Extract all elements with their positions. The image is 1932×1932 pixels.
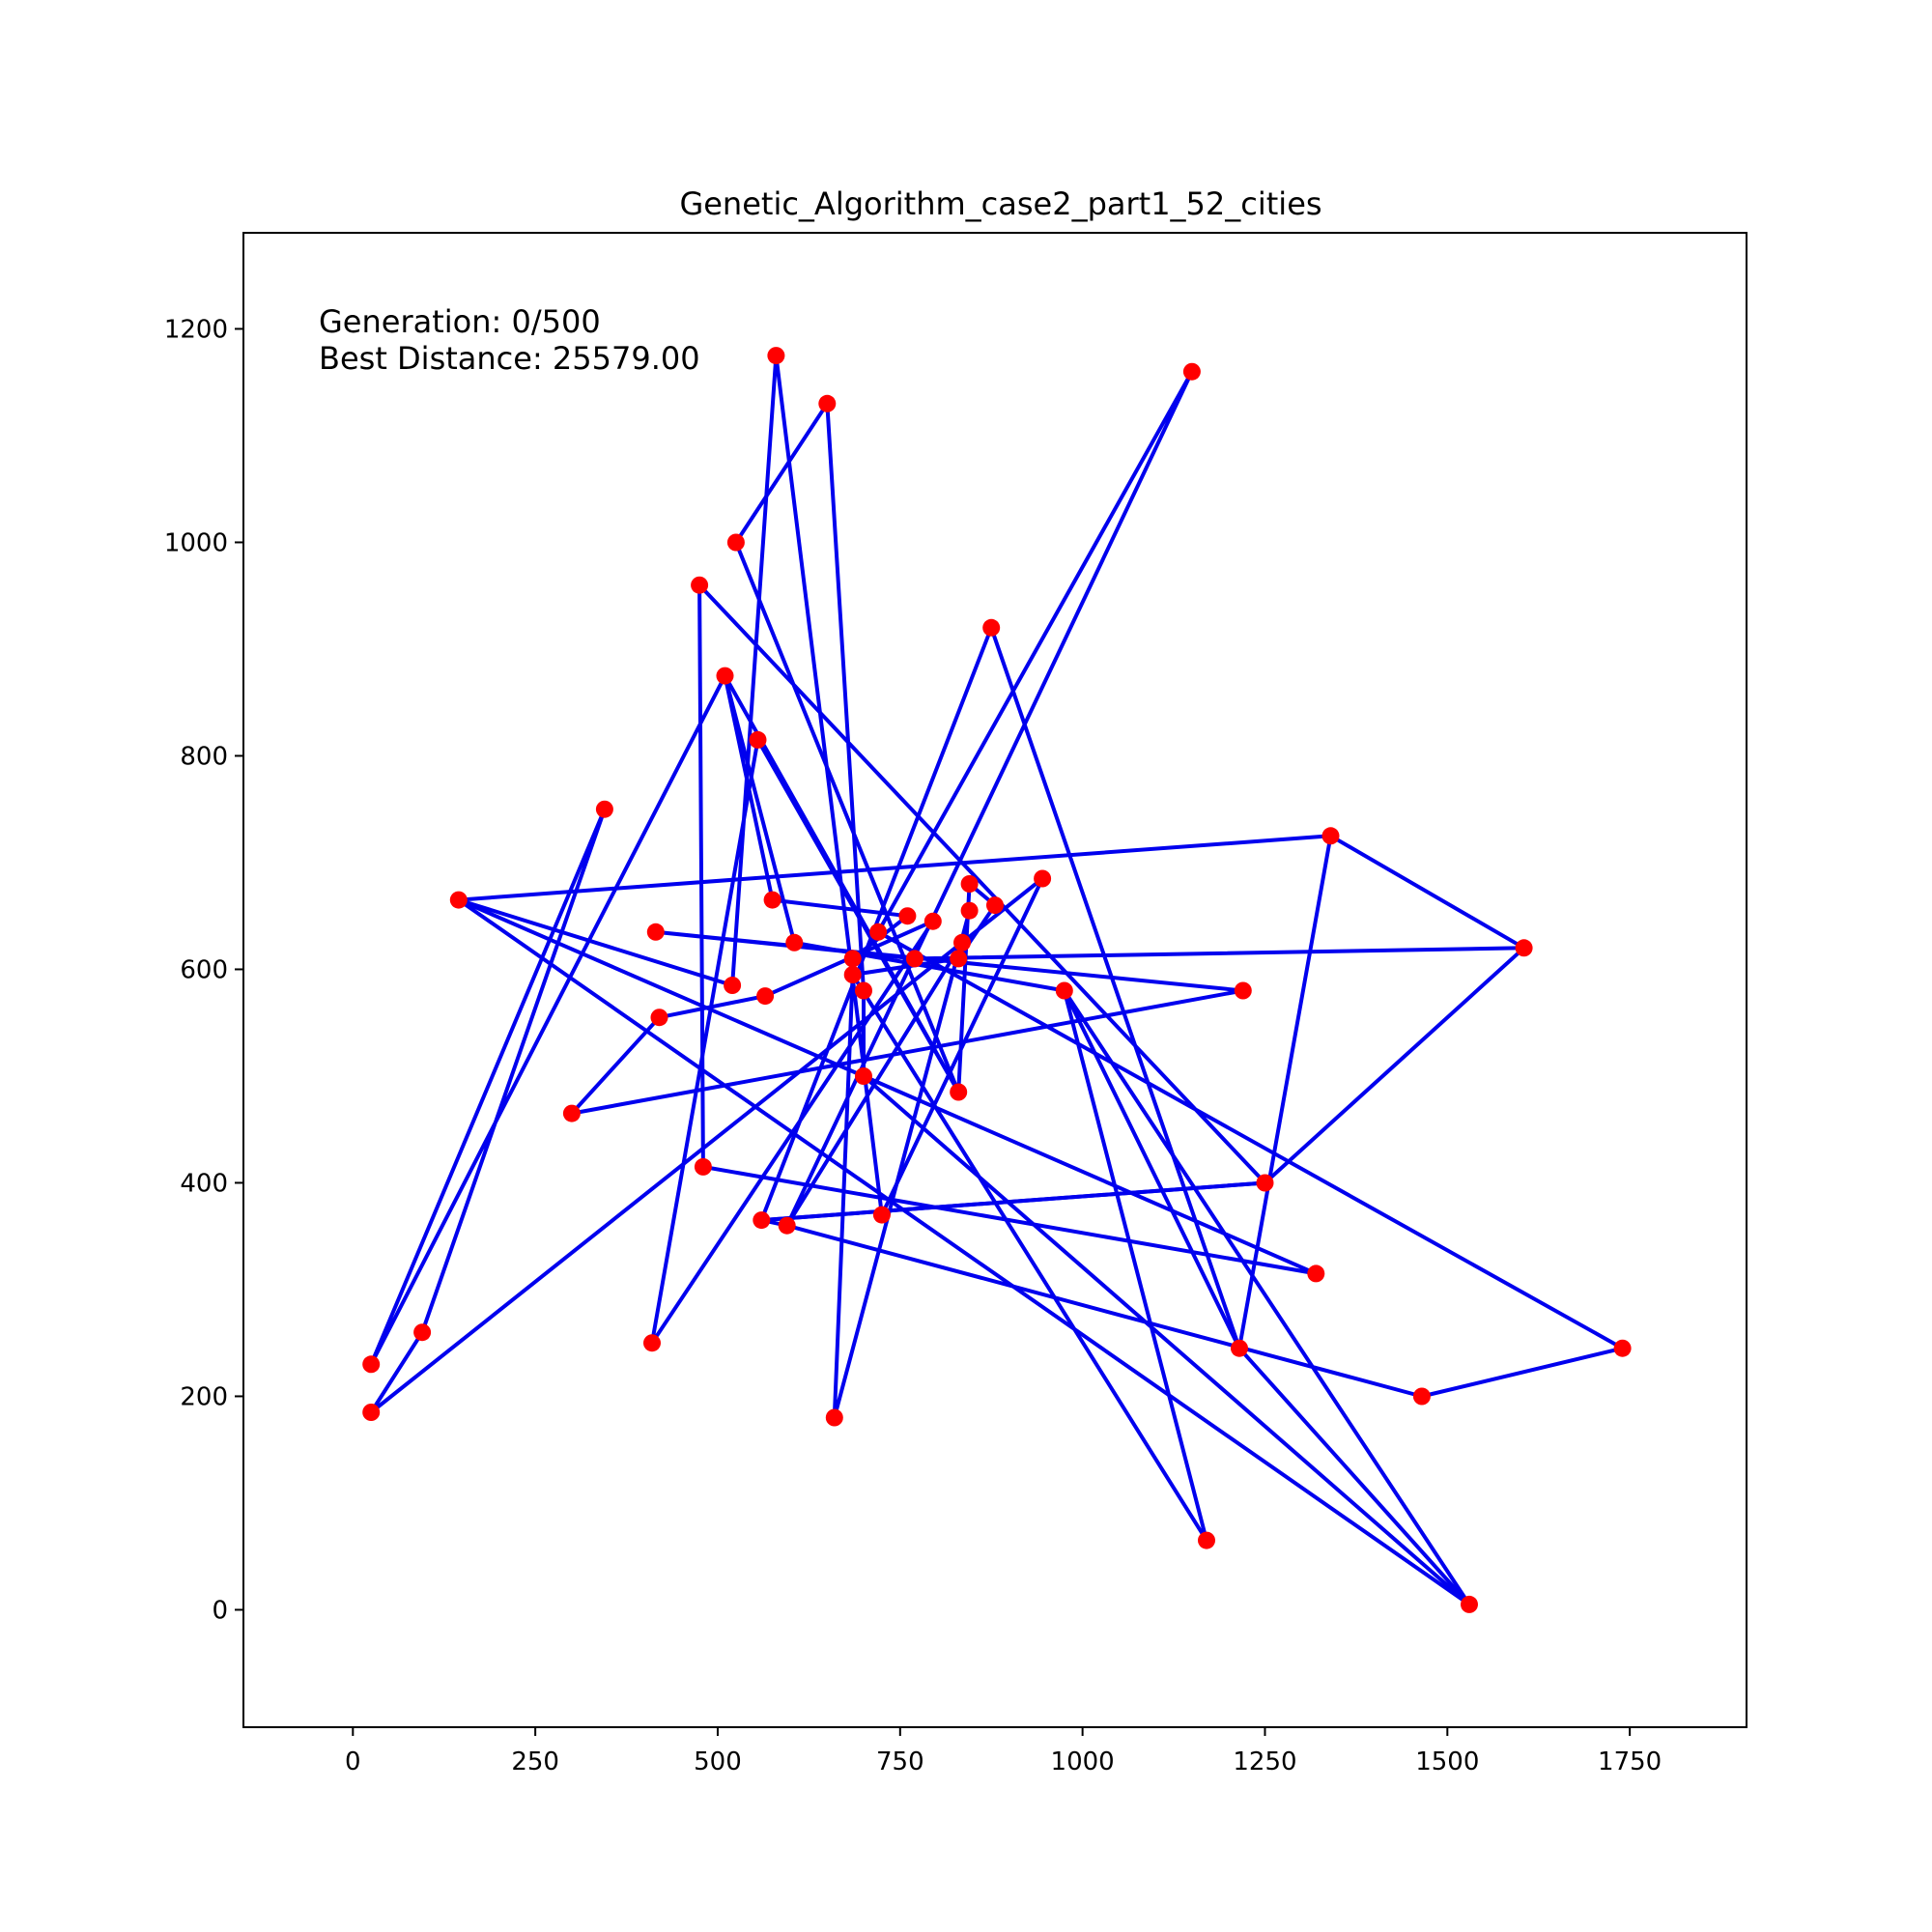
city-point-16 (872, 1206, 891, 1224)
city-point-5 (960, 901, 979, 920)
route-b-line (456, 369, 1625, 1606)
city-point-50 (778, 1216, 796, 1235)
city-point-34 (855, 981, 872, 1000)
city-point-9 (767, 347, 785, 365)
city-point-17 (449, 891, 468, 909)
city-point-46 (950, 1083, 968, 1101)
x-tick-label: 500 (694, 1747, 742, 1776)
city-point-20 (753, 1211, 771, 1230)
city-point-31 (650, 1009, 668, 1027)
city-point-2 (362, 1404, 381, 1421)
city-point-48 (950, 950, 968, 968)
city-point-8 (726, 533, 745, 552)
city-point-40 (898, 907, 917, 925)
city-point-33 (1182, 362, 1201, 381)
x-tick-label: 0 (345, 1747, 361, 1776)
y-tick-label: 0 (212, 1596, 228, 1625)
y-tick-label: 400 (180, 1169, 228, 1198)
city-point-19 (716, 667, 734, 685)
city-point-52 (1613, 1339, 1632, 1357)
city-point-38 (923, 912, 942, 930)
city-point-10 (818, 394, 837, 412)
city-point-39 (869, 923, 888, 941)
city-point-12 (1234, 981, 1252, 1000)
city-point-23 (694, 1157, 712, 1176)
city-point-15 (960, 875, 979, 893)
city-point-14 (1461, 1595, 1478, 1613)
city-point-25 (1055, 981, 1073, 1000)
city-point-1 (756, 987, 775, 1006)
city-point-22 (724, 977, 742, 994)
x-tick-label: 750 (876, 1747, 924, 1776)
city-point-4 (1034, 869, 1052, 888)
city-point-13 (1412, 1387, 1431, 1406)
city-point-7 (362, 1355, 381, 1374)
city-point-26 (1231, 1339, 1248, 1357)
x-tick-label: 1250 (1233, 1747, 1296, 1776)
city-point-18 (646, 923, 665, 941)
x-tick-label: 1000 (1051, 1747, 1115, 1776)
city-point-44 (855, 1067, 872, 1085)
city-point-21 (562, 1104, 581, 1122)
city-point-29 (825, 1408, 843, 1427)
chart-title: Genetic_Algorithm_case2_part1_52_cities (679, 185, 1321, 222)
city-point-3 (595, 800, 613, 818)
y-tick-label: 600 (180, 955, 228, 984)
city-point-43 (982, 618, 1001, 637)
city-point-35 (843, 966, 862, 983)
city-point-28 (1256, 1174, 1274, 1192)
x-tick-label: 1500 (1415, 1747, 1479, 1776)
city-point-45 (749, 730, 767, 749)
y-axis: 0 200 400 600 800 1000 1200 (164, 315, 243, 1625)
city-point-51 (1321, 827, 1340, 845)
city-point-36 (843, 950, 862, 968)
city-point-49 (785, 933, 804, 952)
city-point-24 (953, 933, 971, 952)
city-point-27 (1307, 1264, 1325, 1283)
y-tick-label: 1200 (164, 315, 228, 344)
city-point-11 (1515, 939, 1533, 957)
city-point-37 (905, 950, 923, 968)
x-axis: 0 250 500 750 1000 1250 1500 1750 (345, 1727, 1662, 1776)
y-tick-label: 1000 (164, 528, 228, 557)
generation-label: Generation: 0/500 (319, 303, 601, 340)
city-point-32 (763, 891, 781, 909)
city-points (362, 347, 1632, 1613)
city-point-47 (1198, 1531, 1215, 1549)
x-tick-label: 1750 (1598, 1747, 1662, 1776)
plot-frame (242, 232, 1747, 1728)
y-tick-label: 800 (180, 742, 228, 771)
city-point-41 (691, 576, 709, 594)
x-tick-label: 250 (511, 1747, 559, 1776)
city-point-6 (986, 896, 1004, 915)
city-point-30 (643, 1334, 661, 1352)
city-point-42 (413, 1323, 432, 1342)
best-distance-label: Best Distance: 25579.00 (319, 340, 700, 377)
y-tick-label: 200 (180, 1382, 228, 1411)
